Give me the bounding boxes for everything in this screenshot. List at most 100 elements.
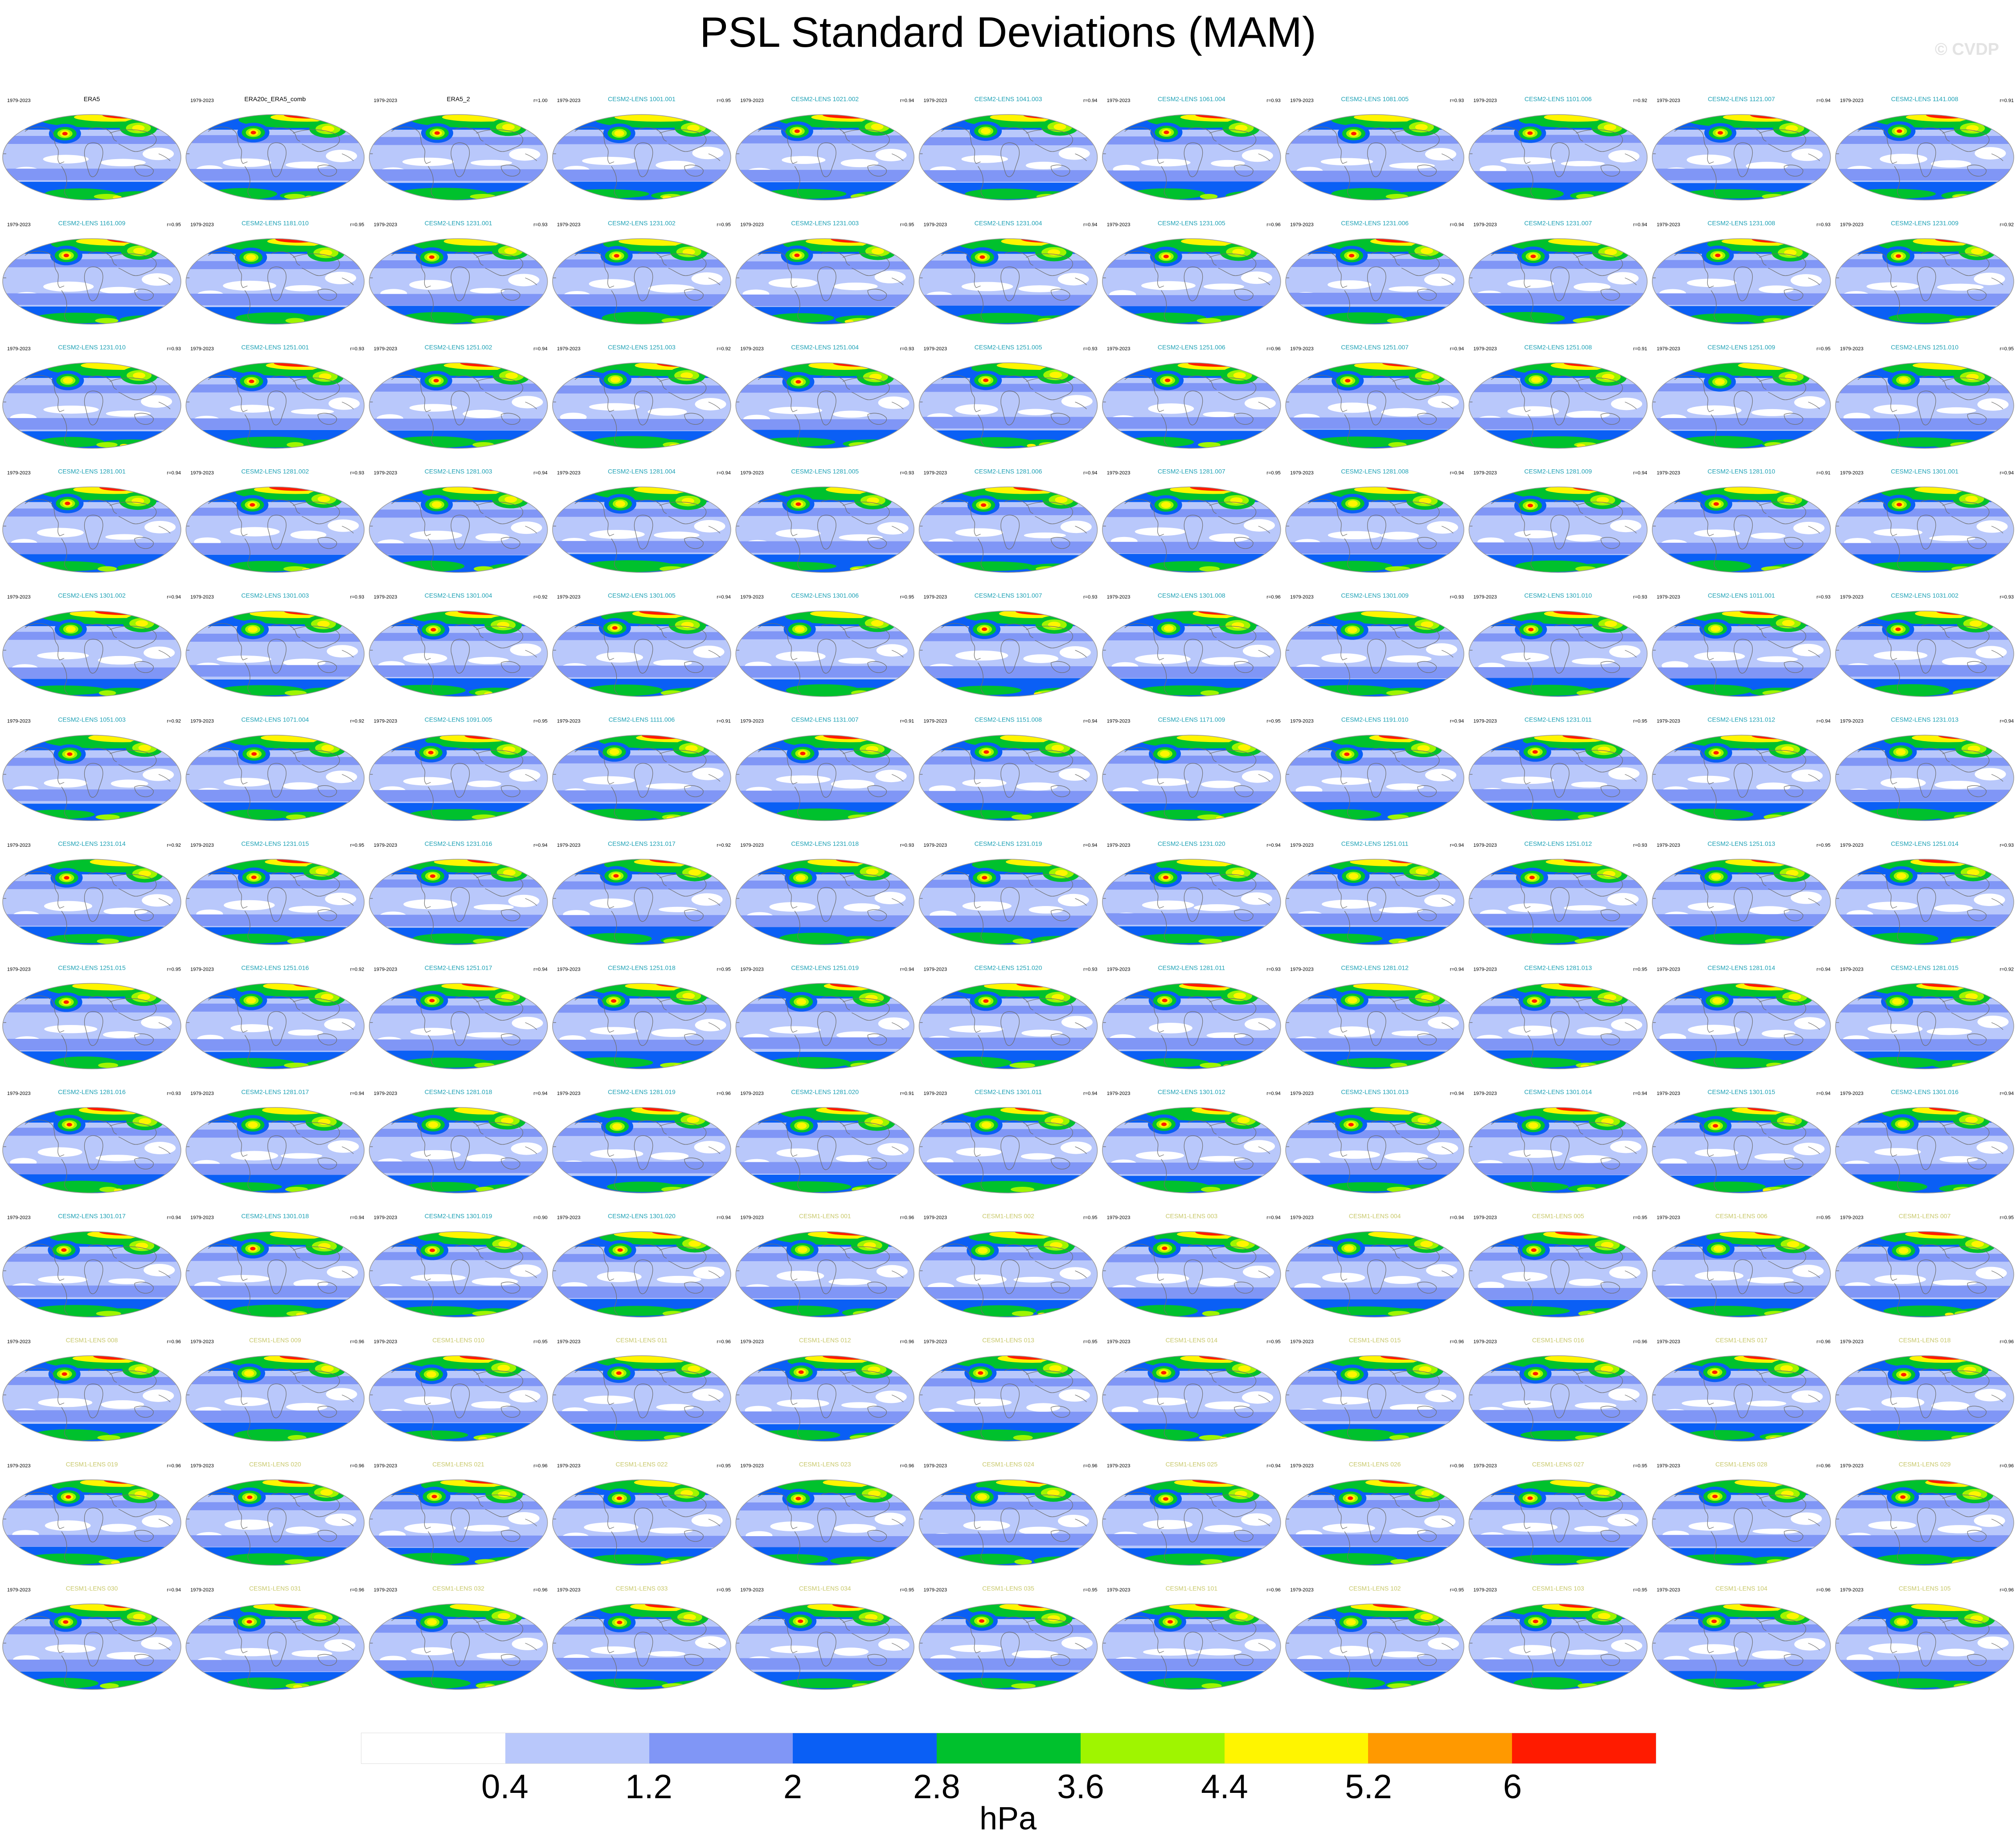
- map-panel: 1979-2023 CESM1-LENS 101 r=0.96: [1102, 1585, 1281, 1690]
- panel-pattern-correlation: r=0.94: [350, 1091, 365, 1096]
- panel-dataset-label: CESM2-LENS 1251.004: [791, 344, 859, 351]
- colorbar-tick-label: 3.6: [1057, 1768, 1104, 1806]
- panel-period-label: 1979-2023: [190, 967, 214, 972]
- panel-dataset-label: CESM2-LENS 1251.014: [1891, 840, 1959, 847]
- panel-pattern-correlation: r=0.94: [167, 1587, 181, 1593]
- panel-pattern-correlation: r=0.96: [167, 1464, 181, 1469]
- panel-pattern-correlation: r=0.92: [717, 346, 731, 352]
- panel-dataset-label: CESM1-LENS 030: [66, 1585, 118, 1592]
- panel-period-label: 1979-2023: [1290, 1464, 1314, 1469]
- panel-dataset-label: CESM2-LENS 1301.017: [58, 1213, 126, 1220]
- globe-outline: [918, 238, 1098, 325]
- panel-pattern-correlation: r=0.96: [1816, 1339, 1831, 1345]
- panel-dataset-label: CESM1-LENS 020: [249, 1461, 301, 1468]
- panel-dataset-label: CESM1-LENS 025: [1165, 1461, 1217, 1468]
- map-panel: 1979-2023 CESM2-LENS 1251.002 r=0.94: [369, 344, 548, 449]
- globe-outline: [1835, 734, 2014, 821]
- panel-pattern-correlation: r=0.93: [1633, 843, 1647, 848]
- globe-outline: [552, 859, 731, 945]
- map-panel: 1979-2023 CESM2-LENS 1121.007 r=0.94: [1651, 95, 1831, 201]
- map-panel: 1979-2023 CESM2-LENS 1161.009 r=0.95: [2, 220, 181, 325]
- map-panel: 1979-2023 CESM2-LENS 1231.004 r=0.94: [918, 220, 1098, 325]
- panel-period-label: 1979-2023: [924, 1464, 947, 1469]
- panel-period-label: 1979-2023: [190, 1464, 214, 1469]
- panel-pattern-correlation: r=0.94: [1083, 843, 1098, 848]
- globe-outline: [185, 611, 365, 697]
- panel-period-label: 1979-2023: [7, 719, 31, 724]
- map-panel: 1979-2023 CESM1-LENS 033 r=0.95: [552, 1585, 731, 1690]
- map-panel: 1979-2023 CESM2-LENS 1281.012 r=0.94: [1285, 964, 1464, 1070]
- panel-period-label: 1979-2023: [1840, 1339, 1864, 1345]
- panel-dataset-label: CESM2-LENS 1231.016: [425, 840, 492, 847]
- map-panel: 1979-2023 CESM2-LENS 1231.016 r=0.94: [369, 840, 548, 945]
- panel-pattern-correlation: r=0.96: [1816, 1587, 1831, 1593]
- panel-dataset-label: CESM2-LENS 1251.011: [1341, 840, 1409, 847]
- panel-pattern-correlation: r=0.96: [533, 1587, 548, 1593]
- panel-pattern-correlation: r=0.95: [717, 1464, 731, 1469]
- map-panel: 1979-2023 CESM2-LENS 1251.015 r=0.95: [2, 964, 181, 1070]
- panel-dataset-label: CESM2-LENS 1101.006: [1524, 95, 1592, 102]
- map-panel: 1979-2023 CESM1-LENS 015 r=0.96: [1285, 1337, 1464, 1442]
- globe-outline: [2, 983, 181, 1070]
- panel-dataset-label: CESM2-LENS 1281.008: [1341, 468, 1409, 475]
- map-panel: 1979-2023 CESM2-LENS 1251.004 r=0.93: [735, 344, 914, 449]
- panel-pattern-correlation: r=0.93: [1450, 98, 1464, 103]
- colorbar-ticks: 0.4 1.2 2 2.8 3.6 4.4 5.2 6: [361, 1767, 1656, 1808]
- panel-period-label: 1979-2023: [190, 1339, 214, 1345]
- panel-pattern-correlation: r=0.93: [167, 1091, 181, 1096]
- globe-outline: [369, 486, 548, 573]
- panel-pattern-correlation: r=0.93: [1266, 98, 1281, 103]
- panel-period-label: 1979-2023: [557, 843, 581, 848]
- globe-outline: [369, 114, 548, 201]
- map-panel: 1979-2023 CESM2-LENS 1081.005 r=0.93: [1285, 95, 1464, 201]
- panel-pattern-correlation: r=0.96: [1266, 594, 1281, 600]
- panel-pattern-correlation: r=0.96: [900, 1464, 914, 1469]
- colorbar-swatch: [649, 1733, 793, 1763]
- panel-pattern-correlation: r=0.95: [1816, 346, 1831, 352]
- globe-outline: [185, 1355, 365, 1442]
- globe-outline: [735, 1231, 914, 1318]
- globe-outline: [185, 362, 365, 449]
- panel-pattern-correlation: r=0.96: [2000, 1464, 2014, 1469]
- map-panel: 1979-2023 CESM2-LENS 1281.005 r=0.93: [735, 468, 914, 573]
- panel-period-label: 1979-2023: [1290, 222, 1314, 228]
- panel-pattern-correlation: r=0.93: [1083, 594, 1098, 600]
- map-panel: 1979-2023 CESM1-LENS 028 r=0.96: [1651, 1461, 1831, 1566]
- panel-pattern-correlation: r=0.95: [900, 222, 914, 228]
- panel-period-label: 1979-2023: [374, 1587, 397, 1593]
- panel-period-label: 1979-2023: [1107, 1464, 1131, 1469]
- globe-outline: [1102, 238, 1281, 325]
- panel-period-label: 1979-2023: [374, 719, 397, 724]
- panel-dataset-label: CESM2-LENS 1281.016: [58, 1088, 126, 1095]
- globe-outline: [185, 1479, 365, 1566]
- panel-period-label: 1979-2023: [1840, 1215, 1864, 1221]
- map-panel: 1979-2023 CESM2-LENS 1251.007 r=0.94: [1285, 344, 1464, 449]
- panel-pattern-correlation: r=0.92: [167, 843, 181, 848]
- globe-outline: [1651, 238, 1831, 325]
- panel-dataset-label: CESM1-LENS 033: [616, 1585, 668, 1592]
- map-panel: 1979-2023 ERA5: [2, 95, 181, 201]
- panel-dataset-label: CESM2-LENS 1081.005: [1341, 95, 1409, 102]
- globe-outline: [1651, 611, 1831, 697]
- panel-dataset-label: CESM2-LENS 1281.014: [1708, 964, 1775, 972]
- map-panel: 1979-2023 CESM2-LENS 1301.019 r=0.90: [369, 1213, 548, 1318]
- globe-outline: [918, 486, 1098, 573]
- panel-dataset-label: CESM2-LENS 1301.010: [1524, 592, 1592, 599]
- panel-pattern-correlation: r=0.95: [1633, 1464, 1647, 1469]
- panel-pattern-correlation: r=0.94: [1450, 1215, 1464, 1221]
- map-panel: 1979-2023 CESM2-LENS 1251.014 r=0.93: [1835, 840, 2014, 945]
- panel-pattern-correlation: r=0.94: [1083, 222, 1098, 228]
- globe-outline: [1835, 1231, 2014, 1318]
- panel-period-label: 1979-2023: [1290, 98, 1314, 103]
- map-panels: 1979-2023 ERA5 1979-2023 ERA20c_ERA5_comb 19…: [2, 95, 2014, 1690]
- panel-pattern-correlation: r=0.93: [1816, 594, 1831, 600]
- panel-dataset-label: ERA5_2: [447, 95, 470, 102]
- panel-dataset-label: CESM2-LENS 1121.007: [1708, 95, 1775, 102]
- globe-outline: [1835, 238, 2014, 325]
- panel-dataset-label: CESM2-LENS 1301.018: [241, 1213, 309, 1220]
- globe-outline: [918, 1603, 1098, 1690]
- panel-dataset-label: CESM2-LENS 1061.004: [1158, 95, 1225, 102]
- panel-dataset-label: CESM2-LENS 1231.019: [975, 840, 1042, 847]
- panel-period-label: 1979-2023: [7, 967, 31, 972]
- panel-dataset-label: CESM1-LENS 102: [1349, 1585, 1401, 1592]
